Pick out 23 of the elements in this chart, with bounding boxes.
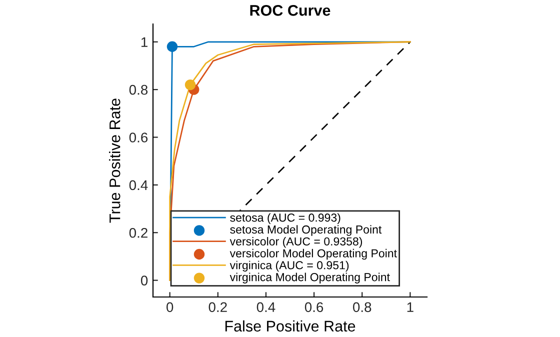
legend-label: virginica Model Operating Point xyxy=(230,272,390,284)
y-axis-title: True Positive Rate xyxy=(109,98,120,223)
legend-label: setosa Model Operating Point xyxy=(230,225,382,236)
y-tick-label: 0.4 xyxy=(129,180,148,190)
y-tick-label: 1 xyxy=(141,37,148,47)
legend-label: versicolor Model Operating Point xyxy=(230,248,397,260)
x-axis-title: False Positive Rate xyxy=(225,320,356,332)
y-tick-label: 0.8 xyxy=(129,84,148,95)
x-tick-label: 1 xyxy=(407,302,414,312)
point xyxy=(184,79,196,90)
legend-label: versicolor (AUC = 0.9358) xyxy=(230,237,362,248)
legend-label: setosa (AUC = 0.993) xyxy=(230,213,340,224)
x-tick-label: 0.4 xyxy=(256,302,276,312)
x-tick-label: 0 xyxy=(166,302,174,312)
legend-label: virginica (AUC = 0.951) xyxy=(230,260,349,272)
chart-title: ROC Curve xyxy=(250,5,330,16)
x-tick-label: 0.2 xyxy=(208,302,227,312)
point xyxy=(166,41,178,52)
x-tick-label: 0.8 xyxy=(352,302,372,312)
y-tick-label: 0.6 xyxy=(129,132,148,142)
y-tick-label: 0.2 xyxy=(129,228,148,238)
x-tick-label: 0.6 xyxy=(304,302,324,312)
y-tick-label: 0 xyxy=(140,276,148,286)
